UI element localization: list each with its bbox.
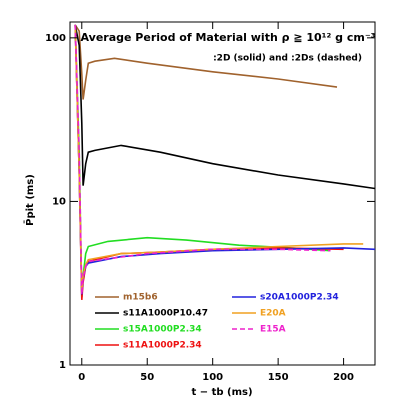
x-tick-label: 100 — [202, 372, 223, 383]
chart-subtitle: :2D (solid) and :2Ds (dashed) — [213, 54, 362, 64]
y-axis-label: P̄pit (ms) — [23, 174, 36, 226]
legend-label: s20A1000P2.34 — [260, 293, 339, 303]
legend-label: E20A — [260, 309, 286, 319]
chart-title: Average Period of Material with ρ ≧ 10¹²… — [81, 31, 376, 44]
x-tick-label: 200 — [333, 372, 354, 383]
legend-label: s11A1000P2.34 — [123, 341, 202, 351]
x-axis-label: t − tb (ms) — [191, 387, 252, 398]
plot-frame — [69, 21, 376, 366]
series-line — [74, 24, 331, 295]
lines — [74, 24, 375, 300]
y-tick-label: 10 — [52, 196, 66, 207]
series-line — [74, 24, 375, 190]
y-tick-label: 100 — [45, 33, 66, 44]
legend-label: E15A — [260, 325, 286, 335]
legend-label: s11A1000P10.47 — [123, 309, 208, 319]
x-tick-label: 150 — [268, 372, 289, 383]
x-tick-label: 50 — [140, 372, 154, 383]
y-tick-label: 1 — [59, 360, 66, 371]
series-line — [74, 24, 338, 100]
legend-label: s15A1000P2.34 — [123, 325, 202, 335]
x-tick-label: 0 — [78, 372, 85, 383]
legend-label: m15b6 — [123, 293, 158, 303]
series-line — [74, 24, 364, 292]
